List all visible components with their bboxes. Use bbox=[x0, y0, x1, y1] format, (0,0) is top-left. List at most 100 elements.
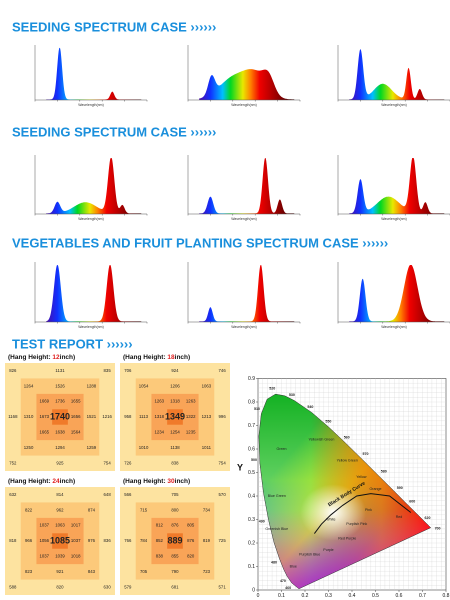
ppfd-value: 1264 bbox=[24, 383, 34, 388]
ppfd-center-value: 889 bbox=[167, 535, 182, 545]
ppfd-value: 1526 bbox=[55, 383, 65, 388]
color-region-label: Orange bbox=[370, 487, 382, 491]
wavelength-label: 560 bbox=[344, 435, 350, 439]
hang-height-label: (Hang Height: 30inch) bbox=[123, 478, 190, 485]
ppfd-value: 570 bbox=[219, 492, 227, 497]
color-region-label: Yellow Green bbox=[337, 459, 358, 463]
cie-y-tick-label: 0.6 bbox=[248, 446, 255, 452]
ppfd-value: 705 bbox=[171, 492, 179, 497]
x-axis-label: Wavelength(nm) bbox=[381, 217, 407, 221]
cie-x-tick-label: 0.2 bbox=[302, 593, 309, 599]
ppfd-value: 876 bbox=[187, 538, 195, 543]
ppfd-value: 838 bbox=[171, 460, 179, 465]
ppfd-value: 746 bbox=[219, 368, 227, 373]
spectrum-chart: Wavelength(nm) bbox=[187, 155, 301, 221]
ppfd-value: 1322 bbox=[186, 414, 196, 419]
hang-height: 30 bbox=[167, 478, 175, 485]
hang-label-text: (Hang Height: bbox=[123, 478, 167, 485]
spectrum-area bbox=[199, 265, 295, 322]
x-axis-label: Wavelength(nm) bbox=[381, 103, 407, 107]
ppfd-value: 1131 bbox=[55, 368, 65, 373]
cie-y-tick-label: 0.5 bbox=[248, 470, 255, 476]
spectrum-chart: Wavelength(nm) bbox=[337, 155, 450, 221]
ppfd-value: 835 bbox=[104, 368, 112, 373]
ppfd-grid: 826 1131 835 1264 1526 1288 1669 1736 1655 1168 13… bbox=[5, 363, 115, 471]
ppfd-value: 1736 bbox=[55, 399, 65, 404]
cie-x-tick-label: 0.5 bbox=[372, 593, 379, 599]
ppfd-value: 1638 bbox=[55, 430, 65, 435]
ppfd-value: 924 bbox=[171, 368, 179, 373]
color-region-label: Pink bbox=[365, 508, 372, 512]
wavelength-label: 600 bbox=[409, 500, 415, 504]
ppfd-value: 820 bbox=[187, 554, 195, 559]
ppfd-value: 855 bbox=[171, 554, 179, 559]
hang-height-label: (Hang Height: 18inch) bbox=[123, 354, 190, 361]
spectrum-chart: Wavelength(nm) bbox=[337, 262, 450, 329]
color-region-label: Purplish Pink bbox=[346, 522, 367, 526]
grid-ring bbox=[52, 409, 68, 425]
ppfd-value: 921 bbox=[56, 569, 64, 574]
ppfd-value: 1564 bbox=[71, 430, 81, 435]
ppfd-value: 715 bbox=[140, 507, 148, 512]
ppfd-value: 996 bbox=[219, 414, 227, 419]
ppfd-value: 1655 bbox=[71, 399, 81, 404]
ppfd-value: 1288 bbox=[87, 383, 97, 388]
ppfd-value: 1310 bbox=[24, 414, 34, 419]
ppfd-value: 1673 bbox=[40, 414, 50, 419]
color-region-label: Yellow bbox=[356, 475, 367, 479]
spectrum-axes bbox=[187, 262, 300, 323]
wavelength-label: 460 bbox=[285, 586, 291, 590]
ppfd-value: 784 bbox=[140, 538, 148, 543]
wavelength-label: 530 bbox=[289, 393, 295, 397]
ppfd-value: 814 bbox=[56, 492, 64, 497]
ppfd-value: 876 bbox=[171, 523, 179, 528]
ppfd-value: 1056 bbox=[40, 538, 50, 543]
cie-x-tick-label: 0.8 bbox=[443, 593, 450, 599]
ppfd-value: 1037 bbox=[40, 554, 50, 559]
ppfd-value: 632 bbox=[9, 492, 17, 497]
spectrum-area bbox=[349, 158, 445, 214]
hang-unit: inch) bbox=[175, 354, 191, 361]
cie-y-tick-label: 0.8 bbox=[248, 399, 255, 405]
ppfd-grid: 566 705 570 715 800 734 812 876 805 766 784 852 889 8… bbox=[120, 487, 230, 595]
grid-ring bbox=[167, 533, 183, 549]
ppfd-value: 566 bbox=[124, 492, 132, 497]
cie-y-tick-label: 0.7 bbox=[248, 423, 255, 429]
ppfd-value: 836 bbox=[104, 538, 112, 543]
ppfd-value: 1234 bbox=[155, 430, 165, 435]
report-heading: TEST REPORT ›››››› bbox=[12, 336, 133, 351]
section-heading: SEEDING SPECTRUM CASE ›››››› bbox=[12, 19, 216, 34]
wavelength-label: 570 bbox=[363, 452, 369, 456]
ppfd-value: 852 bbox=[156, 538, 164, 543]
ppfd-value: 754 bbox=[104, 460, 112, 465]
cie-y-tick-label: 0.1 bbox=[248, 564, 255, 570]
ppfd-value: 1138 bbox=[170, 445, 180, 450]
spectrum-chart: Wavelength(nm) bbox=[187, 262, 301, 329]
ppfd-value: 766 bbox=[124, 538, 132, 543]
ppfd-value: 823 bbox=[25, 569, 33, 574]
ppfd-value: 819 bbox=[203, 538, 211, 543]
wavelength-label: 700 bbox=[435, 527, 441, 531]
wavelength-label: 580 bbox=[381, 470, 387, 474]
ppfd-value: 826 bbox=[9, 368, 17, 373]
spectrum-axes bbox=[187, 155, 300, 215]
ppfd-value: 706 bbox=[124, 368, 132, 373]
wavelength-label: 500 bbox=[251, 458, 257, 462]
ppfd-value: 925 bbox=[56, 460, 64, 465]
cie-x-tick-label: 0.3 bbox=[325, 593, 332, 599]
ppfd-value: 1250 bbox=[24, 445, 34, 450]
ppfd-value: 1235 bbox=[186, 430, 196, 435]
wavelength-label: 540 bbox=[307, 405, 313, 409]
hang-height-label: (Hang Height: 12inch) bbox=[8, 354, 75, 361]
color-region-label: Purple bbox=[323, 548, 333, 552]
spectrum-axes bbox=[337, 45, 450, 101]
ppfd-value: 648 bbox=[104, 492, 112, 497]
ppfd-value: 579 bbox=[124, 584, 132, 589]
ppfd-value: 1263 bbox=[155, 399, 165, 404]
ppfd-value: 805 bbox=[187, 523, 195, 528]
section-heading: VEGETABLES AND FRUIT PLANTING SPECTRUM C… bbox=[12, 235, 388, 250]
ppfd-value: 1216 bbox=[102, 414, 112, 419]
x-axis-label: Wavelength(nm) bbox=[78, 325, 104, 329]
color-region-label: Purplish Blue bbox=[299, 553, 320, 557]
